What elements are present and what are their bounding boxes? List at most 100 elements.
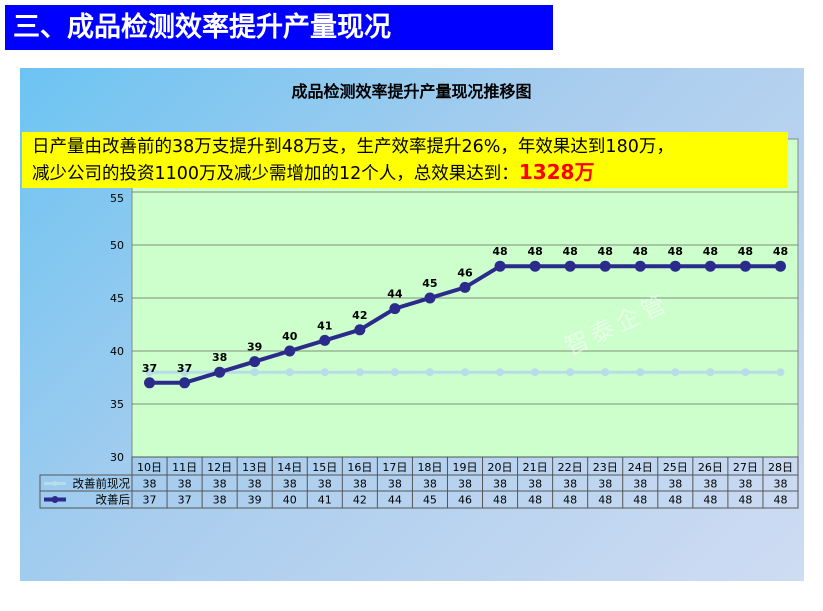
x-tick-label: 16日 [347,461,372,474]
table-cell: 38 [213,478,227,491]
table-cell: 37 [178,494,192,507]
data-point [669,260,681,272]
x-tick-label: 28日 [768,461,793,474]
y-tick-label: 35 [110,398,124,411]
data-point [319,334,331,346]
data-point [389,303,401,315]
data-point [774,260,786,272]
table-cell: 48 [563,494,577,507]
data-point [355,368,364,377]
x-tick-label: 21日 [523,461,548,474]
table-cell: 38 [283,478,297,491]
data-point [634,260,646,272]
y-tick-label: 45 [110,292,124,305]
data-point [636,368,645,377]
data-label: 48 [527,245,542,258]
table-cell: 48 [493,494,507,507]
data-label: 38 [212,351,227,364]
table-cell: 38 [738,478,752,491]
x-tick-label: 25日 [663,461,688,474]
table-cell: 37 [143,494,157,507]
x-tick-label: 22日 [558,461,583,474]
table-cell: 38 [318,478,332,491]
data-point [214,366,226,378]
data-label: 48 [633,245,648,258]
slide-title: 三、成品检测效率提升产量现况 [5,5,553,50]
data-label: 48 [738,245,753,258]
data-point [739,260,751,272]
table-cell: 48 [598,494,612,507]
table-cell: 38 [458,478,472,491]
data-label: 44 [387,288,403,301]
chart-title: 成品检测效率提升产量现况推移图 [291,82,532,101]
table-cell: 41 [318,494,332,507]
x-tick-label: 26日 [698,461,723,474]
x-tick-label: 27日 [733,461,758,474]
table-cell: 48 [703,494,717,507]
table-cell: 38 [633,478,647,491]
table-cell: 42 [353,494,367,507]
data-point [250,368,259,377]
table-cell: 38 [388,478,402,491]
total-effect-value: 1328万 [518,160,595,184]
table-cell: 38 [528,478,542,491]
legend-marker [51,496,59,503]
y-tick-label: 55 [110,192,124,205]
x-tick-label: 20日 [488,461,513,474]
data-point [494,260,506,272]
data-label: 48 [598,245,613,258]
table-cell: 48 [738,494,752,507]
data-label: 48 [773,245,788,258]
data-label: 39 [247,341,262,354]
data-point [529,260,541,272]
table-cell: 38 [598,478,612,491]
data-label: 46 [457,266,473,279]
x-tick-label: 19日 [453,461,478,474]
table-cell: 38 [703,478,717,491]
data-point [706,368,715,377]
data-point [601,368,610,377]
x-tick-label: 24日 [628,461,653,474]
x-tick-label: 15日 [312,461,337,474]
y-tick-label: 40 [110,345,124,358]
data-point [566,368,575,377]
x-tick-label: 14日 [277,461,302,474]
table-cell: 38 [668,478,682,491]
table-cell: 46 [458,494,472,507]
data-label: 45 [422,277,437,290]
data-point [741,368,750,377]
table-cell: 38 [423,478,437,491]
x-tick-label: 18日 [417,461,442,474]
table-cell: 38 [143,478,157,491]
table-cell: 38 [493,478,507,491]
table-cell: 38 [563,478,577,491]
data-point [354,324,366,336]
data-label: 37 [142,362,157,375]
legend-label: 改善后 [96,493,131,507]
table-cell: 38 [248,478,262,491]
note-line-2: 减少公司的投资1100万及减少需增加的12个人，总效果达到：1328万 [32,160,788,187]
table-cell: 48 [633,494,647,507]
legend-marker [52,481,58,486]
table-cell: 44 [388,494,402,507]
note-line-2-text: 减少公司的投资1100万及减少需增加的12个人，总效果达到： [32,164,519,184]
data-label: 40 [282,330,298,343]
table-cell: 38 [178,478,192,491]
data-point [564,260,576,272]
data-point [671,368,680,377]
data-point [424,292,436,304]
data-point [145,368,154,377]
x-tick-label: 13日 [242,461,267,474]
legend-label: 改善前现况 [73,477,131,491]
summary-note: 日产量由改善前的38万支提升到48万支，生产效率提升26%，年效果达到180万，… [22,132,788,188]
data-point [284,345,296,357]
note-line-1: 日产量由改善前的38万支提升到48万支，生产效率提升26%，年效果达到180万， [32,137,674,157]
data-point [459,281,471,293]
table-cell: 38 [773,478,787,491]
data-point [704,260,716,272]
data-label: 48 [703,245,718,258]
data-point [599,260,611,272]
table-cell: 40 [283,494,297,507]
y-tick-label: 50 [110,239,124,252]
